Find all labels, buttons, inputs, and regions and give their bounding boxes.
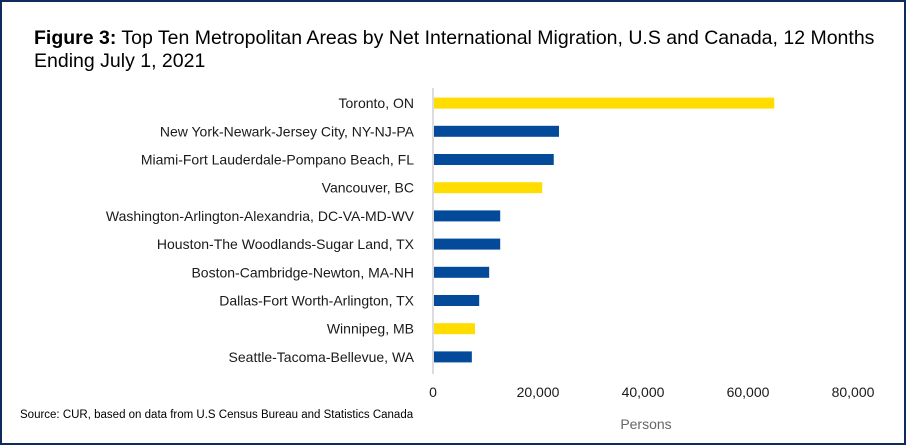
category-label: Washington-Arlington-Alexandria, DC-VA-M…: [106, 208, 415, 224]
source-note: Source: CUR, based on data from U.S Cens…: [20, 409, 414, 421]
bar: [434, 351, 472, 363]
category-label: Toronto, ON: [339, 95, 414, 111]
category-label: Houston-The Woodlands-Sugar Land, TX: [157, 236, 415, 252]
chart-title: Figure 3: Top Ten Metropolitan Areas by …: [34, 27, 894, 73]
x-axis-label: Persons: [620, 416, 671, 432]
bar: [434, 323, 475, 335]
bar: [434, 154, 554, 165]
category-label: Boston-Cambridge-Newton, MA-NH: [191, 264, 414, 280]
bar: [434, 210, 501, 222]
x-tick-labels: 0 20,000 40,000 60,000 80,000: [429, 384, 875, 400]
category-label: Dallas-Fort Worth-Arlington, TX: [219, 293, 414, 309]
bar: [434, 97, 775, 109]
bar: [434, 238, 501, 250]
bar: [434, 125, 559, 137]
category-label: Seattle-Tacoma-Bellevue, WA: [229, 349, 415, 365]
category-label: Vancouver, BC: [322, 180, 414, 196]
x-tick-label: 40,000: [622, 384, 665, 400]
x-tick-label: 60,000: [727, 384, 770, 400]
category-label: New York-Newark-Jersey City, NY-NJ-PA: [160, 123, 415, 139]
x-tick-label: 80,000: [832, 384, 875, 400]
bar: [434, 266, 490, 278]
bars: [434, 97, 775, 363]
category-label: Miami-Fort Lauderdale-Pompano Beach, FL: [141, 152, 414, 168]
category-labels: Toronto, ON New York-Newark-Jersey City, …: [106, 95, 415, 365]
bar: [434, 182, 543, 194]
figure-label: Figure 3:: [34, 27, 117, 49]
x-tick-label: 20,000: [517, 384, 560, 400]
bar: [434, 295, 480, 306]
category-label: Winnipeg, MB: [327, 321, 414, 337]
x-tick-label: 0: [429, 384, 437, 400]
title-text: Top Ten Metropolitan Areas by Net Intern…: [34, 27, 875, 72]
